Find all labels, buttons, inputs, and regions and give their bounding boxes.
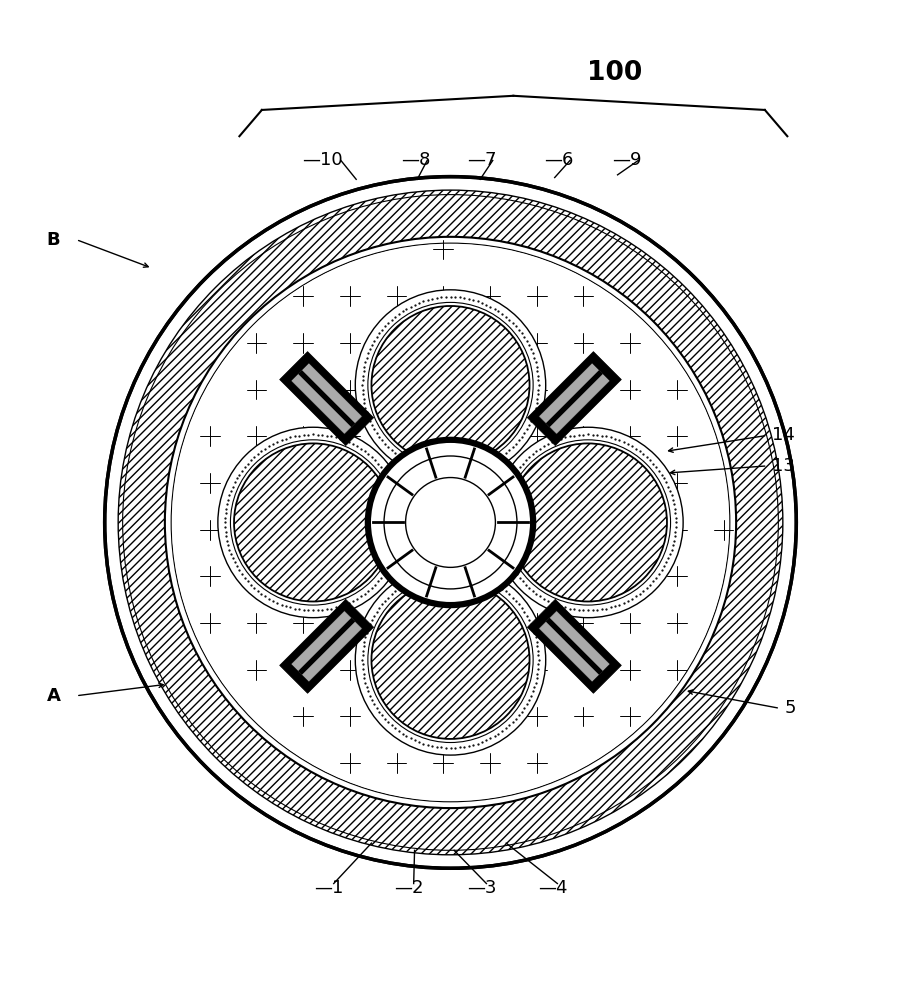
Circle shape	[368, 440, 533, 605]
Bar	[279, 352, 374, 446]
Circle shape	[505, 440, 670, 605]
Circle shape	[368, 577, 533, 743]
Circle shape	[371, 581, 530, 739]
Bar	[291, 611, 362, 682]
Circle shape	[493, 427, 683, 618]
Circle shape	[218, 427, 408, 618]
Text: —3: —3	[467, 879, 496, 897]
Text: 13: 13	[772, 457, 795, 475]
Text: —6: —6	[544, 151, 573, 169]
Circle shape	[105, 177, 796, 868]
Text: —8: —8	[401, 151, 431, 169]
Text: —2: —2	[394, 879, 423, 897]
Bar	[546, 370, 603, 427]
Circle shape	[165, 237, 736, 808]
Circle shape	[118, 190, 783, 855]
Bar	[539, 611, 610, 682]
Circle shape	[355, 290, 546, 480]
Text: B: B	[47, 231, 60, 249]
Circle shape	[405, 478, 496, 567]
Circle shape	[231, 440, 396, 605]
Circle shape	[355, 565, 546, 755]
Bar	[298, 370, 355, 427]
Text: —1: —1	[314, 879, 343, 897]
Text: —9: —9	[612, 151, 642, 169]
Bar	[527, 599, 622, 693]
Text: A: A	[47, 687, 60, 705]
Text: 14: 14	[772, 426, 795, 444]
Circle shape	[509, 443, 667, 601]
Circle shape	[384, 456, 517, 589]
Bar	[527, 352, 622, 446]
Text: —10: —10	[303, 151, 343, 169]
Bar	[298, 618, 355, 675]
Text: 100: 100	[587, 60, 642, 86]
Circle shape	[371, 306, 530, 464]
Bar	[546, 618, 603, 675]
Circle shape	[234, 443, 392, 601]
Bar	[291, 363, 362, 434]
Circle shape	[171, 243, 730, 802]
Circle shape	[172, 244, 729, 801]
Circle shape	[368, 302, 533, 468]
Text: —7: —7	[467, 151, 496, 169]
Bar	[539, 363, 610, 434]
Text: —4: —4	[538, 879, 567, 897]
Text: 5: 5	[785, 699, 796, 717]
Bar	[279, 599, 374, 693]
